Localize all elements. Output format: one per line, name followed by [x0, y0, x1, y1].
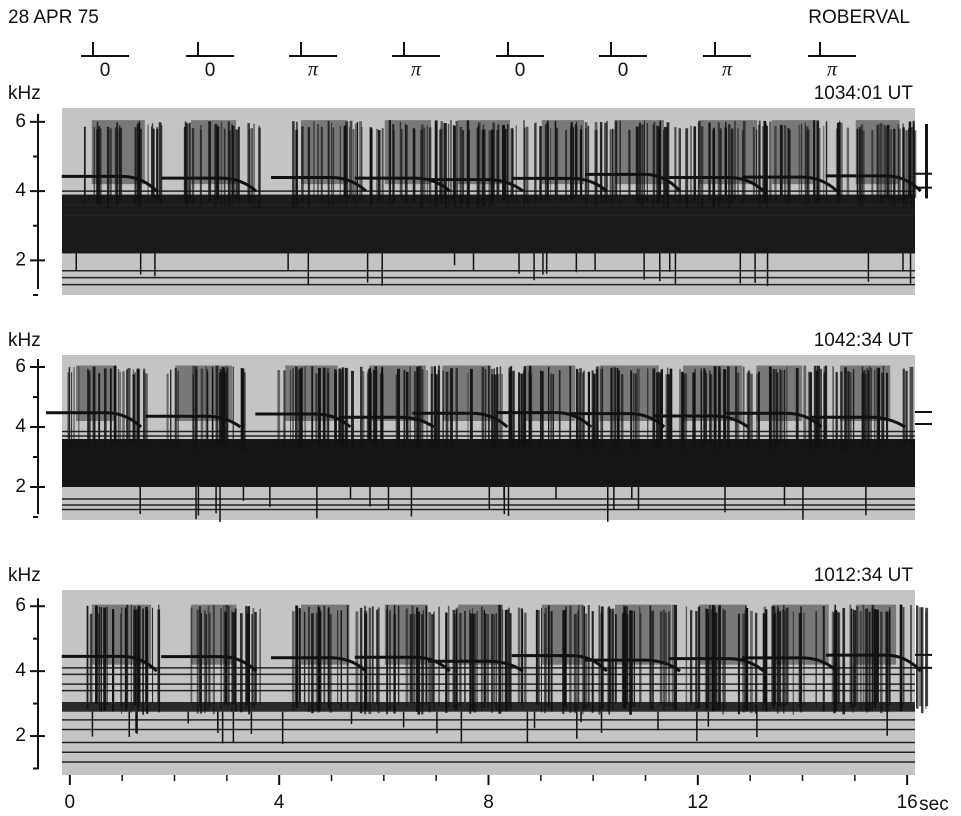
x-tick-label: 4 [274, 792, 285, 813]
y-tick-label: 4 [15, 660, 26, 681]
x-tick-label: 8 [483, 792, 494, 813]
y-unit: kHz [8, 565, 41, 586]
phase-label: 0 [618, 60, 629, 81]
spectrogram-texture [46, 366, 915, 522]
y-tick-label: 4 [15, 180, 26, 201]
panel-time: 1034:01 UT [814, 83, 914, 104]
phase-label: 0 [205, 60, 216, 81]
noise-band [62, 195, 915, 254]
phase-label: π [411, 59, 422, 81]
x-tick-label: 0 [65, 792, 76, 813]
date: 28 APR 75 [8, 7, 99, 28]
y-unit: kHz [8, 83, 41, 104]
station: ROBERVAL [808, 7, 910, 28]
y-tick-label: 6 [15, 356, 26, 377]
panel-time: 1012:34 UT [814, 565, 914, 586]
figure: 28 APR 75 ROBERVAL 0 0 π π 0 0 π π kHz 1034:01 UT… [0, 0, 961, 816]
y-tick-label: 2 [15, 249, 26, 270]
y-unit: kHz [8, 330, 41, 351]
phase-label: π [308, 59, 319, 81]
noise-band [62, 439, 915, 487]
y-tick-label: 6 [15, 595, 26, 616]
y-tick-label: 4 [15, 416, 26, 437]
y-tick-label: 2 [15, 725, 26, 746]
panel-time: 1042:34 UT [814, 330, 914, 351]
phase-label: π [722, 59, 733, 81]
y-tick-label: 6 [15, 111, 26, 132]
y-tick-label: 2 [15, 476, 26, 497]
phase-label: π [827, 59, 838, 81]
x-tick-label: 16 [897, 792, 918, 813]
x-unit: sec [919, 794, 949, 815]
phase-label: 0 [515, 60, 526, 81]
x-tick-label: 12 [687, 792, 708, 813]
phase-label: 0 [100, 60, 111, 81]
